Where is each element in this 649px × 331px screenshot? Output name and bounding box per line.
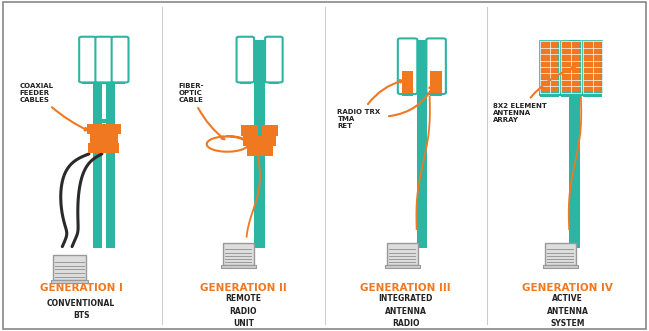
Text: REMOTE
RADIO
UNIT: REMOTE RADIO UNIT — [225, 294, 262, 328]
Bar — [545, 243, 576, 265]
Bar — [269, 79, 279, 84]
Bar — [243, 136, 276, 146]
Bar — [87, 124, 121, 134]
Text: CONVENTIONAL
BTS: CONVENTIONAL BTS — [47, 299, 116, 320]
Bar — [387, 243, 418, 265]
Text: RADIO TRX
TMA
RET: RADIO TRX TMA RET — [337, 80, 402, 129]
Bar — [51, 280, 88, 283]
Text: GENERATION II: GENERATION II — [200, 283, 287, 293]
Bar — [543, 265, 578, 268]
Bar — [262, 125, 278, 136]
Bar — [247, 146, 273, 156]
Bar — [583, 41, 602, 93]
Bar — [583, 93, 602, 97]
Bar — [540, 93, 559, 97]
Bar — [99, 78, 109, 84]
Text: COAXIAL
FEEDER
CABLES: COAXIAL FEEDER CABLES — [19, 83, 88, 130]
Bar — [53, 255, 86, 280]
Bar — [115, 78, 125, 84]
Text: 8X2 ELEMENT
ANTENNA
ARRAY: 8X2 ELEMENT ANTENNA ARRAY — [493, 67, 574, 122]
Text: FIBER-
OPTIC
CABLE: FIBER- OPTIC CABLE — [178, 83, 225, 139]
Bar — [221, 265, 256, 268]
Bar — [385, 265, 420, 268]
Bar — [402, 71, 413, 93]
FancyBboxPatch shape — [426, 38, 446, 94]
FancyBboxPatch shape — [398, 38, 417, 94]
FancyBboxPatch shape — [95, 37, 112, 82]
FancyBboxPatch shape — [79, 37, 96, 82]
Bar — [254, 40, 265, 248]
FancyBboxPatch shape — [112, 37, 129, 82]
FancyBboxPatch shape — [265, 37, 283, 82]
Bar — [223, 243, 254, 265]
Bar — [397, 88, 447, 93]
Bar — [104, 134, 118, 144]
Bar — [241, 125, 258, 136]
Bar — [430, 92, 442, 96]
Bar — [90, 134, 104, 144]
Bar — [79, 77, 129, 81]
Text: ACTIVE
ANTENNA
SYSTEM: ACTIVE ANTENNA SYSTEM — [547, 294, 589, 328]
Bar — [417, 40, 427, 248]
Bar — [82, 78, 93, 84]
Bar — [402, 92, 413, 96]
Bar — [430, 71, 442, 93]
Bar — [106, 40, 115, 248]
Bar — [96, 119, 104, 123]
Text: GENERATION IV: GENERATION IV — [522, 283, 613, 293]
Text: INTEGRATED
ANTENNA
RADIO: INTEGRATED ANTENNA RADIO — [378, 294, 433, 328]
Bar — [93, 40, 101, 248]
FancyBboxPatch shape — [236, 37, 254, 82]
Bar — [540, 41, 559, 93]
Bar — [103, 119, 112, 123]
Bar — [561, 41, 581, 93]
Bar — [240, 79, 251, 84]
Text: GENERATION III: GENERATION III — [360, 283, 451, 293]
Bar — [88, 143, 119, 153]
Text: GENERATION I: GENERATION I — [40, 283, 123, 293]
Bar — [237, 77, 282, 81]
Bar — [569, 40, 580, 248]
Bar — [539, 92, 597, 96]
Bar — [561, 93, 581, 97]
